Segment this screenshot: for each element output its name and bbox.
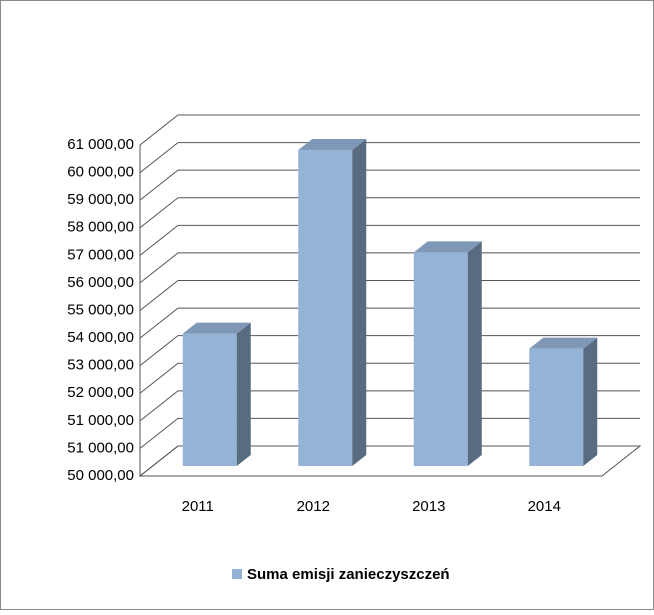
grid-line [139,114,640,146]
bar-top [413,241,482,253]
bar [182,333,237,466]
bar-side [583,337,598,466]
bar-top [529,337,598,349]
y-tick-label: 58 000,00 [67,219,134,236]
y-tick-label: 57 000,00 [67,246,134,263]
x-tick-label: 2013 [412,498,445,515]
legend-swatch [232,569,242,579]
grid-line [139,142,640,173]
bar [413,252,468,466]
grid-line [139,390,640,422]
x-tick-label: 2014 [528,498,561,515]
y-tick-label: 51 000,00 [67,412,134,429]
x-tick-label: 2012 [297,498,330,515]
y-tick-label: 55 000,00 [67,301,134,318]
y-tick-label: 54 000,00 [67,329,134,346]
grid-line [139,197,640,229]
grid-line [139,362,640,394]
grid-line [139,280,640,311]
grid-line [139,307,640,339]
bar-side [467,241,482,466]
y-tick-label: 50 000,00 [67,467,134,484]
y-tick-label: 52 000,00 [67,384,134,401]
y-tick-label: 51 000,00 [67,439,134,456]
grid-line [139,169,640,201]
grid-line [139,445,640,477]
bar [298,150,353,466]
bar-side [236,322,251,466]
y-tick-label: 56 000,00 [67,274,134,291]
y-tick-label: 60 000,00 [67,164,134,181]
grid-line [139,224,640,256]
y-tick-label: 61 000,00 [67,136,134,153]
bar-side [352,139,367,466]
bar [529,348,584,466]
y-tick-label: 59 000,00 [67,191,134,208]
grid-line [139,252,640,284]
bar-top [298,139,367,151]
legend-label: Suma emisji zanieczyszczeń [247,566,450,583]
grid-line [139,417,640,449]
y-tick-label: 53 000,00 [67,357,134,374]
grid-line [139,335,640,367]
x-tick-label: 2011 [182,498,214,515]
bar-top [182,322,251,334]
